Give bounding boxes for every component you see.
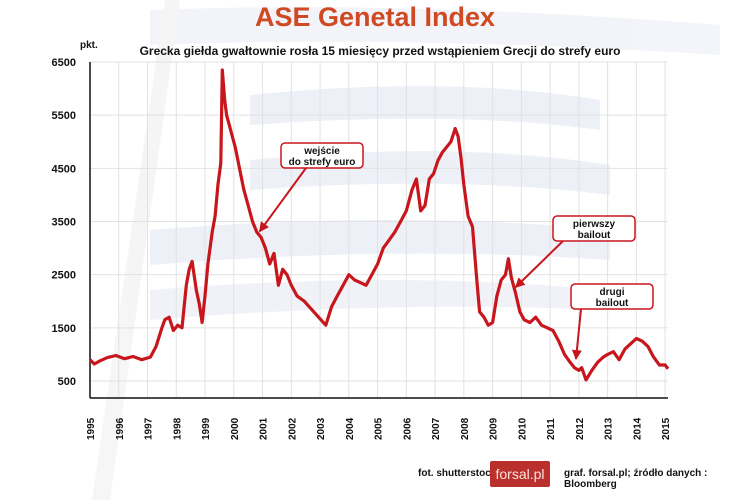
x-tick-label: 2003 — [316, 417, 327, 440]
data-source: graf. forsal.pl; źródło danych : Bloombe… — [564, 468, 708, 490]
series-line — [88, 68, 670, 382]
x-tick-label: 2002 — [287, 417, 298, 440]
x-tick-labels: 1995 1996 1997 1998 1999 2000 2001 2002 2003 2004… — [86, 417, 672, 440]
x-tick-label: 1999 — [201, 417, 212, 440]
annotation-arrow — [571, 308, 582, 361]
annotation-box — [552, 215, 636, 242]
y-tick-label: 5500 — [52, 110, 76, 122]
x-tick-label: 2008 — [460, 417, 471, 440]
y-tick-label: 6500 — [52, 57, 76, 69]
x-tick-label: 1997 — [144, 417, 155, 440]
chart-title: ASE Genetal Index — [254, 2, 496, 32]
x-tick-label: 2006 — [402, 417, 413, 440]
x-tick-label: 2010 — [517, 417, 528, 440]
annotation-label: bailout — [578, 230, 611, 241]
x-tick-label: 2013 — [604, 417, 615, 440]
x-tick-label: 2014 — [632, 417, 643, 440]
y-tick-label: 1500 — [52, 323, 76, 335]
x-tick-label: 2005 — [374, 417, 385, 440]
x-tick-label: 1998 — [172, 417, 183, 440]
annotation-label: pierwszy — [573, 219, 616, 230]
x-tick-label: 2007 — [431, 417, 442, 440]
x-tick-label: 1996 — [115, 417, 126, 440]
annotation-arrow — [258, 167, 307, 233]
annotation-arrow — [514, 240, 564, 288]
y-axis-unit: pkt. — [80, 40, 98, 51]
annotation-box — [570, 283, 654, 310]
y-tick-label: 2500 — [52, 270, 76, 282]
x-tick-label: 2012 — [575, 417, 586, 440]
chart-subtitle: Grecka giełda gwałtownie rosła 15 miesię… — [139, 44, 621, 58]
y-tick-labels: 500 1500 2500 3500 4500 5500 6500 — [52, 57, 76, 388]
axes — [89, 62, 668, 399]
annotation-label: bailout — [596, 298, 629, 309]
annotation-label: drugi — [600, 287, 625, 298]
annotation-label: do strefy euro — [289, 157, 356, 168]
y-tick-label: 4500 — [52, 163, 76, 175]
x-tick-label: 2004 — [345, 417, 356, 440]
forsal-logo[interactable]: forsal.pl — [490, 461, 550, 487]
x-tick-label: 1995 — [86, 417, 97, 440]
x-tick-label: 2015 — [661, 417, 672, 440]
y-tick-label: 500 — [58, 376, 76, 388]
x-tick-label: 2009 — [489, 417, 500, 440]
x-tick-label: 2000 — [230, 417, 241, 440]
x-tick-label: 2011 — [546, 418, 557, 440]
photo-credit: fot. shutterstock — [418, 468, 497, 479]
x-tick-label: 2001 — [259, 417, 270, 440]
annotation-label: wejście — [303, 146, 340, 157]
y-tick-label: 3500 — [52, 216, 76, 228]
annotation-box — [280, 142, 364, 169]
